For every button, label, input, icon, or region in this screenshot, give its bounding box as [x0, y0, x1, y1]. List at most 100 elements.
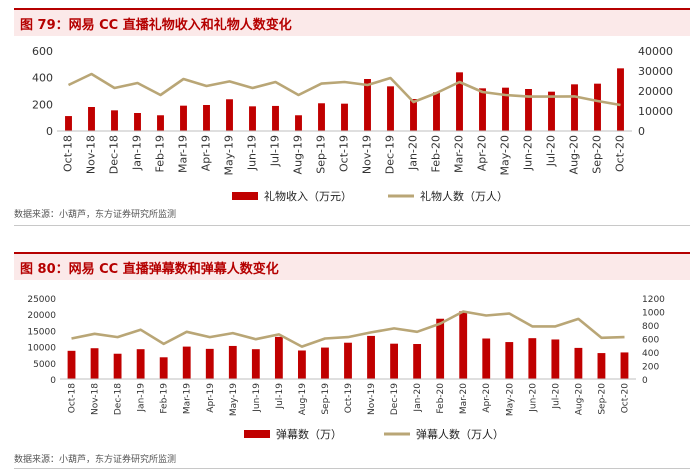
divider	[14, 225, 690, 226]
x-tick-label: Mar-19	[177, 135, 190, 173]
bar	[136, 349, 145, 379]
bar	[159, 357, 168, 379]
x-tick-label: Jun-20	[528, 383, 538, 413]
bar	[505, 342, 514, 379]
y-right-tick-label: 40000	[638, 45, 673, 58]
bar	[321, 347, 329, 379]
x-tick-label: May-19	[229, 383, 239, 416]
y-left-tick-label: 600	[32, 45, 53, 58]
chart-header: 图 80：网易 CC 直播弹幕数和弹幕人数变化	[14, 252, 690, 280]
x-tick-label: Dec-18	[114, 383, 124, 415]
x-tick-label: Oct-19	[338, 135, 351, 172]
x-tick-label: Apr-20	[476, 135, 489, 171]
x-tick-label: Feb-19	[154, 135, 167, 172]
bar	[594, 83, 601, 131]
chart-gift-income: 0 200 400 600 0 10000 20000 30000 40000 Oct-18 Nov…	[32, 45, 673, 203]
x-tick-label: Sep-19	[321, 383, 331, 415]
bar	[387, 86, 394, 131]
bar	[249, 106, 256, 131]
y-right-tick-label: 1000	[642, 309, 665, 319]
bar	[525, 89, 532, 131]
legend-label-bar: 弹幕数（万）	[276, 427, 342, 441]
x-tick-label: May-20	[499, 135, 512, 176]
x-tick-label: Oct-19	[344, 383, 354, 414]
chart-source: 数据来源：小葫芦，东方证券研究所监测	[14, 455, 177, 465]
series-line	[71, 310, 625, 348]
y-right-tick-label: 1200	[642, 295, 665, 305]
legend-label-line: 礼物人数（万人）	[420, 189, 508, 203]
y-left-tick-label: 15000	[27, 327, 56, 337]
x-tick-label: Jan-19	[131, 135, 144, 171]
x-tick-label: Jan-19	[137, 383, 147, 413]
x-tick-label: Aug-19	[292, 135, 305, 174]
bar	[482, 338, 491, 379]
x-tick-label: Sep-19	[315, 135, 328, 174]
x-tick-label: Nov-18	[91, 383, 101, 415]
x-tick-label: Jun-19	[252, 383, 262, 413]
x-tick-label: Sep-20	[597, 383, 607, 415]
y-left-tick-label: 400	[32, 72, 53, 85]
x-tick-label: Jul-20	[551, 383, 561, 410]
x-tick-label: Feb-19	[160, 383, 170, 414]
x-tick-label: Mar-19	[183, 383, 193, 414]
x-tick-label: Jun-20	[522, 135, 535, 171]
bar	[502, 87, 509, 131]
y-left-tick-label: 0	[46, 125, 53, 138]
bar	[157, 115, 164, 131]
bar	[90, 348, 99, 379]
chart-source: 数据来源：小葫芦，东方证券研究所监测	[14, 210, 177, 220]
chart-title: 图 80：网易 CC 直播弹幕数和弹幕人数变化	[20, 262, 279, 277]
bar	[226, 99, 233, 131]
chart-danmaku: 0 5000 10000 15000 20000 25000 0 200 400 600 800 10…	[27, 295, 665, 441]
bar	[203, 105, 210, 131]
x-tick-label: Jul-19	[269, 135, 282, 167]
chart-header: 图 79：网易 CC 直播礼物收入和礼物人数变化	[14, 8, 690, 36]
bar	[410, 99, 417, 131]
legend-swatch-bar	[232, 192, 258, 200]
x-tick-label: Dec-19	[384, 135, 397, 174]
x-tick-label: Jul-19	[275, 383, 285, 410]
bar	[228, 345, 237, 379]
x-tick-label: Oct-18	[68, 383, 78, 414]
bar	[205, 348, 214, 379]
bar	[272, 105, 279, 131]
bar	[364, 79, 371, 131]
y-left-tick-label: 25000	[27, 295, 56, 305]
bar	[620, 352, 629, 379]
x-tick-label: Oct-20	[614, 135, 627, 172]
chart-panel-gift: 图 79：网易 CC 直播礼物收入和礼物人数变化 0 200 400 600 0 1000…	[0, 0, 700, 228]
x-tick-label: Aug-20	[568, 135, 581, 174]
y-left-tick-label: 200	[32, 98, 53, 111]
bar	[318, 103, 325, 131]
bar	[134, 113, 141, 131]
x-tick-label: Feb-20	[430, 135, 443, 172]
bar	[597, 353, 606, 379]
x-tick-label: Dec-18	[108, 135, 121, 174]
x-tick-label: Mar-20	[453, 135, 466, 173]
x-tick-label: Nov-19	[361, 135, 374, 174]
bar	[574, 347, 583, 379]
x-tick-label: Apr-19	[206, 383, 216, 413]
y-right-tick-label: 0	[642, 376, 648, 386]
x-tick-label: Nov-18	[85, 135, 98, 174]
bar	[617, 68, 624, 131]
bar	[436, 318, 445, 379]
legend-label-line: 弹幕人数（万人）	[416, 427, 504, 441]
bar	[182, 346, 191, 379]
x-tick-label: Aug-20	[574, 383, 584, 416]
divider	[14, 468, 690, 469]
x-tick-label: Oct-18	[62, 135, 75, 172]
y-left-tick-label: 0	[50, 376, 56, 386]
x-tick-label: Jan-20	[407, 135, 420, 171]
x-tick-label: Apr-19	[200, 135, 213, 171]
y-right-tick-label: 0	[638, 125, 645, 138]
x-tick-label: Nov-19	[367, 383, 377, 415]
y-right-tick-label: 600	[642, 336, 659, 346]
bar	[459, 311, 468, 379]
x-tick-label: Apr-20	[482, 383, 492, 413]
x-tick-label: Mar-20	[459, 383, 469, 414]
y-right-tick-label: 800	[642, 322, 659, 332]
x-tick-label: Feb-20	[436, 383, 446, 414]
x-tick-label: Dec-19	[390, 383, 400, 415]
bar	[65, 116, 72, 131]
